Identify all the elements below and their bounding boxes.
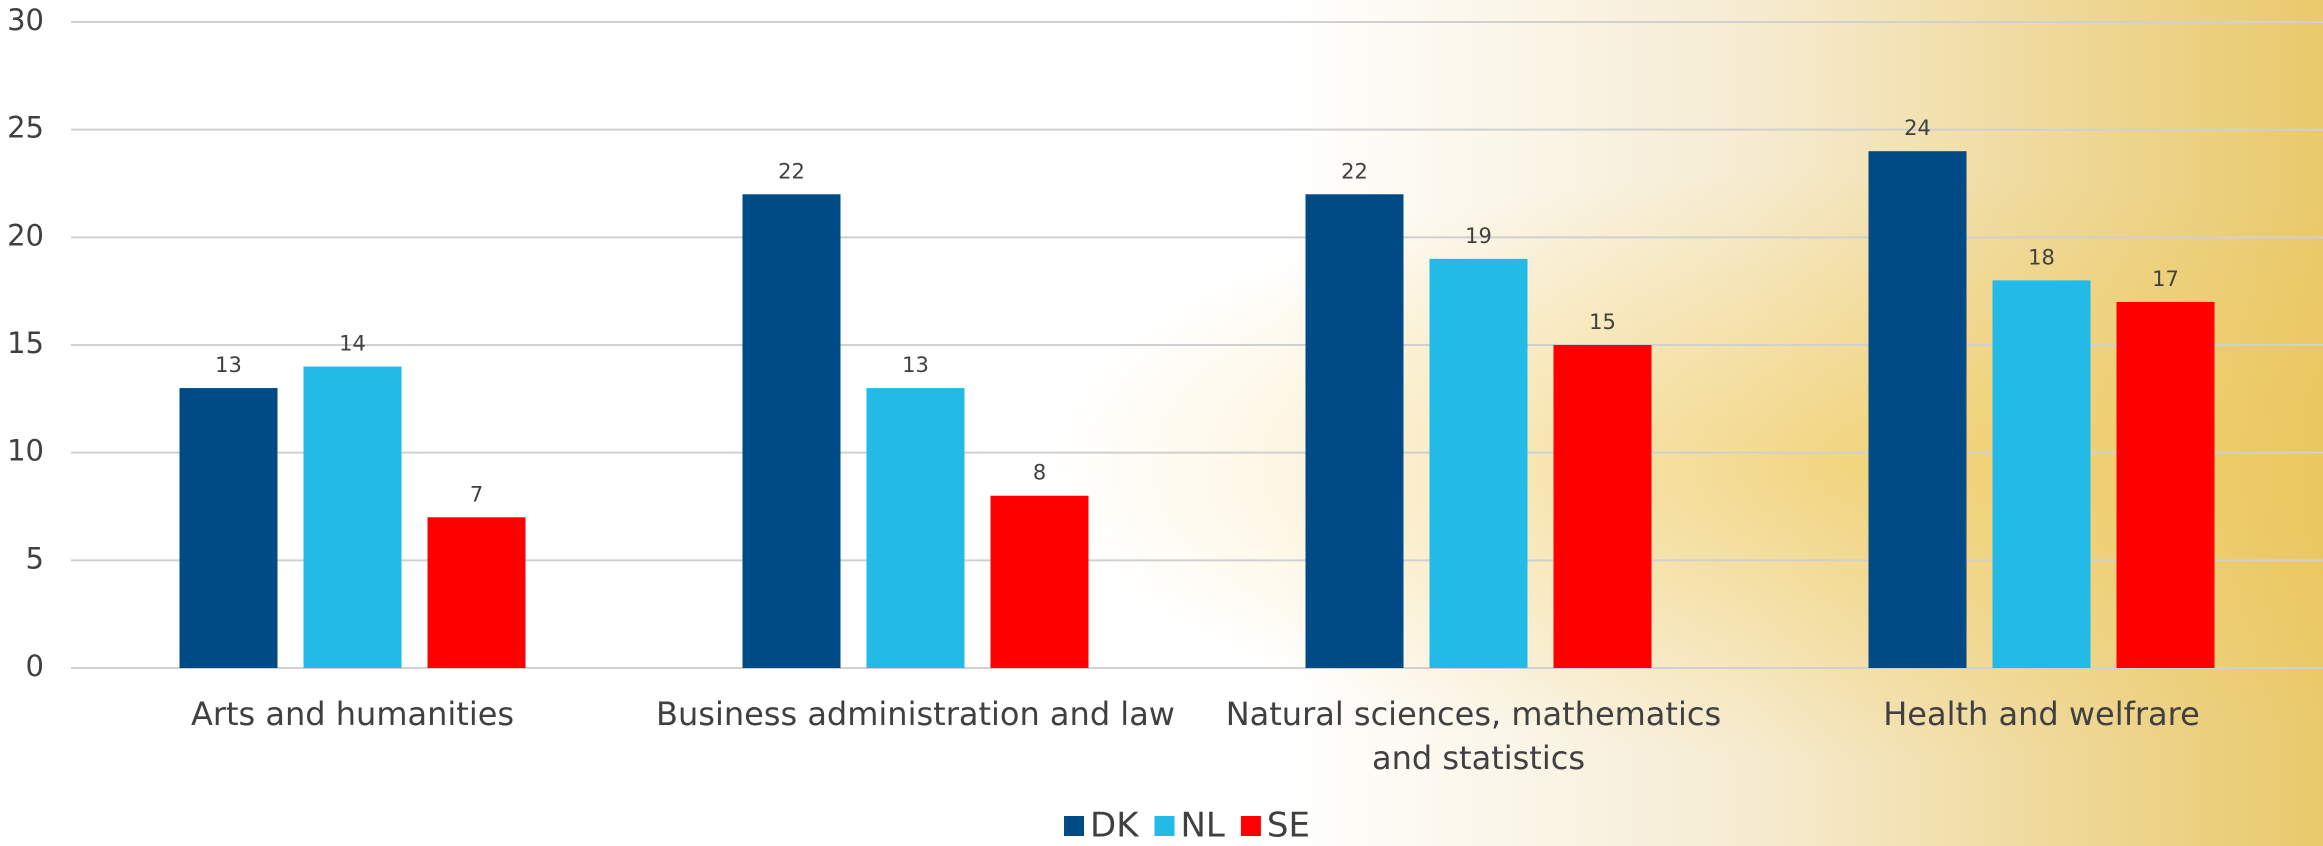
y-tick-label: 25 xyxy=(7,111,44,145)
bar xyxy=(1553,345,1652,668)
legend-label: DK xyxy=(1090,806,1140,846)
bar xyxy=(742,194,841,668)
bar xyxy=(1429,258,1528,668)
x-tick-label: Natural sciences, mathematics and statis… xyxy=(1226,695,1732,777)
value-label: 15 xyxy=(1589,310,1616,334)
bar xyxy=(2116,301,2215,668)
bar xyxy=(1992,280,2091,668)
value-label: 7 xyxy=(470,482,483,506)
y-tick-label: 0 xyxy=(26,649,44,683)
value-label: 22 xyxy=(1341,159,1368,183)
x-tick-label: Arts and humanities xyxy=(191,695,514,733)
legend-label: SE xyxy=(1267,806,1310,846)
bar xyxy=(990,495,1089,668)
bar xyxy=(866,388,965,668)
plot: 0 5 10 15 20 25 30 13 14 7 Arts and humanities 22 13… xyxy=(7,3,2323,846)
bar xyxy=(1868,151,1967,668)
legend-swatch xyxy=(1240,816,1261,836)
bar xyxy=(1305,194,1404,668)
legend-swatch xyxy=(1064,816,1085,836)
bar xyxy=(303,366,402,668)
value-label: 14 xyxy=(339,332,366,356)
value-label: 22 xyxy=(778,159,805,183)
legend-swatch xyxy=(1154,816,1175,836)
y-tick-label: 5 xyxy=(26,541,44,575)
y-tick-label: 15 xyxy=(7,326,44,360)
value-label: 17 xyxy=(2152,267,2179,291)
value-label: 13 xyxy=(902,353,929,377)
x-tick-label: Business administration and law xyxy=(656,695,1175,733)
bar xyxy=(179,388,278,668)
y-tick-label: 10 xyxy=(7,434,44,468)
x-tick-label: Health and welfrare xyxy=(1883,695,2200,733)
value-label: 13 xyxy=(215,353,242,377)
y-tick-label: 20 xyxy=(7,218,44,252)
value-label: 8 xyxy=(1033,461,1046,485)
value-label: 18 xyxy=(2028,245,2055,269)
y-tick-label: 30 xyxy=(7,3,44,37)
value-label: 24 xyxy=(1904,116,1931,140)
value-label: 19 xyxy=(1465,224,1492,248)
bar xyxy=(427,517,526,668)
legend-label: NL xyxy=(1181,806,1225,846)
